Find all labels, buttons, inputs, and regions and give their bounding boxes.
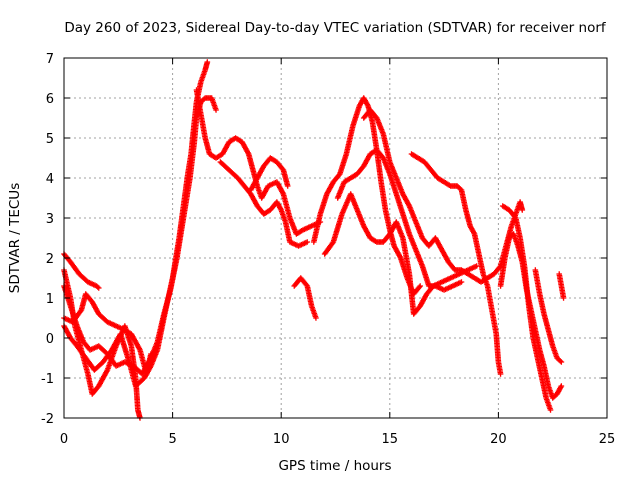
y-tick-label: 4 bbox=[46, 172, 54, 187]
series-sat-n bbox=[408, 151, 504, 377]
y-tick-label: -2 bbox=[41, 412, 54, 427]
x-tick-label: 20 bbox=[490, 432, 507, 447]
data-point bbox=[95, 285, 102, 291]
x-tick-label: 0 bbox=[60, 432, 68, 447]
y-tick-label: 5 bbox=[46, 132, 54, 147]
y-tick-label: 2 bbox=[46, 252, 54, 267]
data-point bbox=[313, 315, 319, 321]
series-sat-e bbox=[61, 95, 219, 377]
data-points bbox=[61, 59, 567, 421]
series-sat-l bbox=[334, 147, 465, 293]
x-axis-label: GPS time / hours bbox=[278, 458, 391, 474]
series-sat-r bbox=[556, 271, 567, 301]
series-sat-k bbox=[321, 191, 480, 317]
x-axis: 0 5 10 15 20 25 bbox=[60, 58, 615, 447]
series-sat-g bbox=[217, 159, 311, 249]
data-point bbox=[560, 295, 567, 301]
data-point bbox=[417, 283, 424, 289]
x-tick-label: 5 bbox=[168, 432, 176, 447]
y-tick-label: -1 bbox=[41, 372, 54, 387]
grid bbox=[64, 58, 607, 418]
data-point bbox=[558, 383, 565, 389]
data-point bbox=[473, 263, 480, 269]
data-point bbox=[416, 284, 423, 290]
data-point bbox=[558, 359, 565, 365]
y-axis-label: SDTVAR / TECUs bbox=[7, 183, 23, 293]
data-point bbox=[94, 284, 101, 290]
y-tick-label: 0 bbox=[46, 332, 54, 347]
data-point bbox=[497, 371, 504, 377]
plot-frame bbox=[63, 57, 608, 419]
y-axis: -2 -1 0 1 2 3 4 5 6 7 bbox=[41, 52, 607, 427]
data-point bbox=[304, 239, 311, 245]
data-point bbox=[458, 279, 465, 285]
series-sat-h bbox=[247, 155, 291, 193]
series-sat-q bbox=[532, 267, 565, 365]
y-tick-label: 1 bbox=[46, 292, 54, 307]
data-point bbox=[519, 207, 526, 213]
y-tick-label: 3 bbox=[46, 212, 54, 227]
y-tick-label: 7 bbox=[46, 52, 54, 67]
series-sat-i bbox=[291, 275, 319, 321]
series-sat-f bbox=[193, 87, 324, 237]
data-point bbox=[213, 107, 219, 113]
series-sat-p bbox=[499, 203, 554, 413]
x-tick-label: 10 bbox=[273, 432, 290, 447]
x-tick-label: 25 bbox=[599, 432, 616, 447]
y-tick-label: 6 bbox=[46, 92, 54, 107]
data-point bbox=[557, 358, 564, 364]
x-tick-label: 15 bbox=[382, 432, 399, 447]
data-point bbox=[284, 183, 291, 189]
data-point bbox=[547, 407, 554, 413]
data-point bbox=[204, 59, 211, 65]
chart-title: Day 260 of 2023, Sidereal Day-to-day VTE… bbox=[64, 20, 607, 36]
